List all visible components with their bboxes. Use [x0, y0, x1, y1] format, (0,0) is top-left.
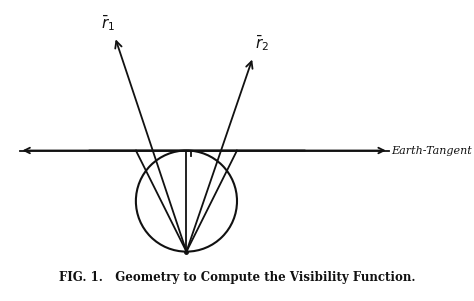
Text: FIG. 1.   Geometry to Compute the Visibility Function.: FIG. 1. Geometry to Compute the Visibili… — [59, 272, 415, 284]
Text: $\bar{r}_2$: $\bar{r}_2$ — [255, 34, 269, 53]
Text: $\bar{r}_1$: $\bar{r}_1$ — [101, 13, 115, 33]
Text: Earth-Tangent Plane: Earth-Tangent Plane — [391, 145, 474, 156]
